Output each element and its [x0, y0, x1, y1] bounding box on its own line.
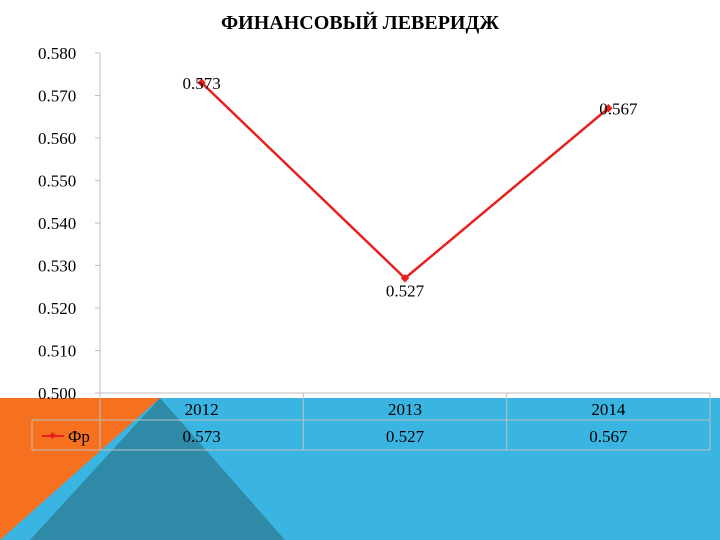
data-label: 0.527: [386, 281, 425, 300]
x-category-label: 2012: [185, 400, 219, 419]
y-tick-label: 0.510: [38, 342, 76, 361]
x-category-label: 2014: [591, 400, 626, 419]
data-point: [197, 78, 206, 87]
y-tick-label: 0.550: [38, 172, 76, 191]
y-tick-label: 0.580: [38, 44, 76, 63]
y-tick-label: 0.520: [38, 299, 76, 318]
data-table-value: 0.527: [386, 427, 425, 446]
y-tick-label: 0.570: [38, 87, 76, 106]
series-line: [200, 81, 610, 280]
data-table-value: 0.573: [183, 427, 221, 446]
background-orange-shape: [0, 398, 160, 540]
data-point: [400, 274, 410, 283]
data-table-value: 0.567: [589, 427, 628, 446]
legend-marker: [48, 431, 57, 440]
y-tick-label: 0.560: [38, 129, 76, 148]
y-tick-label: 0.540: [38, 214, 76, 233]
y-tick-label: 0.500: [38, 384, 76, 403]
y-tick-label: 0.530: [38, 257, 76, 276]
background-dark-triangle: [30, 398, 285, 540]
data-label: 0.567: [599, 99, 638, 118]
x-category-label: 2013: [388, 400, 422, 419]
legend-label: Фр: [68, 427, 90, 446]
chart-title: ФИНАНСОВЫЙ ЛЕВЕРИДЖ: [220, 12, 500, 34]
data-label: 0.573: [183, 74, 221, 93]
